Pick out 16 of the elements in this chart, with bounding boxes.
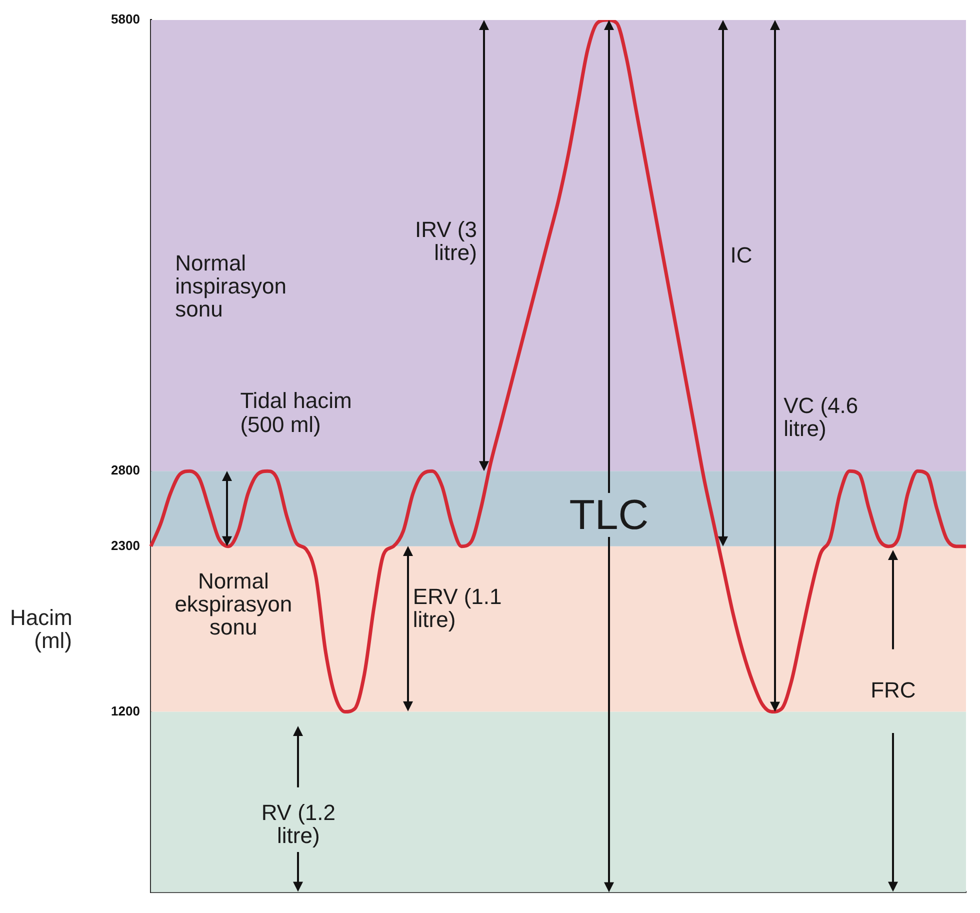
annotation: ERV (1.1 litre) bbox=[412, 583, 503, 632]
annotation: Tidal hacim (500 ml) bbox=[240, 388, 353, 436]
annotation: Normal inspirasyon sonu bbox=[175, 250, 288, 322]
annotation: RV (1.2 litre) bbox=[260, 800, 336, 848]
y-tick-label: 2800 bbox=[111, 462, 140, 478]
annotation: Normal ekspirasyon sonu bbox=[174, 568, 294, 640]
annotation: IRV (3 litre) bbox=[414, 216, 477, 266]
annotation: TLC bbox=[564, 490, 654, 538]
y-tick-label: 2300 bbox=[111, 538, 140, 553]
annotation: VC (4.6 litre) bbox=[784, 392, 860, 441]
y-tick-label: 1200 bbox=[111, 703, 140, 718]
annotation: FRC bbox=[870, 678, 917, 703]
y-axis-title: Hacim (ml) bbox=[10, 604, 72, 654]
y-tick-label: 5800 bbox=[111, 12, 140, 27]
annotation: IC bbox=[730, 242, 754, 268]
line-series bbox=[149, 20, 968, 714]
